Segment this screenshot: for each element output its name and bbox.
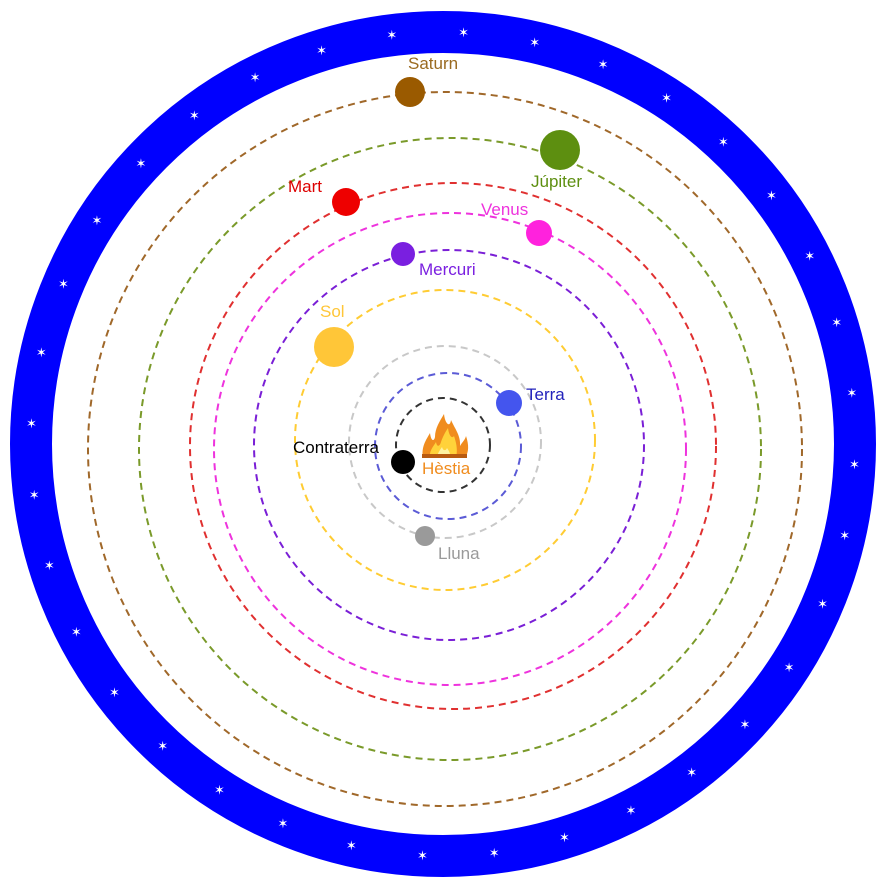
jupiter-label: Júpiter [531,172,582,191]
mercuri-body [391,242,415,266]
star-icon: ✶ [686,766,697,781]
sol-body [314,327,354,367]
orbit-hestia [395,397,491,493]
saturn-body [395,77,425,107]
saturn-label: Saturn [408,54,458,73]
orbit-venus [213,212,687,686]
orbit-lluna [348,345,542,539]
mart-label: Mart [288,177,322,196]
orbit-saturn [87,91,803,807]
star-icon: ✶ [489,846,500,861]
terra-body [496,390,522,416]
fire-icon [422,414,469,458]
star-icon: ✶ [214,784,225,799]
central-fire: Hèstia [422,414,471,478]
star-icon: ✶ [316,44,327,59]
star-icon: ✶ [784,661,795,676]
star-icon: ✶ [846,386,857,401]
contraterra-label: Contraterra [293,438,380,457]
star-icon: ✶ [740,718,751,733]
star-icon: ✶ [817,598,828,613]
mart-body [332,188,360,216]
orbit-contraterra [374,372,522,520]
star-icon: ✶ [109,686,120,701]
star-icon: ✶ [136,157,147,172]
star-icon: ✶ [71,625,82,640]
contraterra-body [391,450,415,474]
orbit-mercuri [253,249,645,641]
venus-label: Venus [481,200,528,219]
star-icon: ✶ [250,71,261,86]
fixed-stars: ✶ ✶ ✶ ✶ ✶ ✶ ✶ ✶ ✶ ✶ ✶ ✶ ✶ ✶ ✶ ✶ ✶ ✶ ✶ ✶ ✶ ✶ ✶ ✶ ✶ ✶ ✶ ✶ ✶ ✶ ✶ ✶ ✶ ✶ ✶ ✶ [26,26,860,864]
star-icon: ✶ [36,346,47,361]
star-icon: ✶ [29,489,40,504]
venus-body [526,220,552,246]
star-icon: ✶ [386,29,397,44]
fixed-stars-ring [10,11,876,877]
star-icon: ✶ [804,250,815,265]
star-icon: ✶ [346,839,357,854]
star-icon: ✶ [849,458,860,473]
star-icon: ✶ [26,417,37,432]
star-icon: ✶ [189,109,200,124]
star-icon: ✶ [831,316,842,331]
sol-label: Sol [320,302,345,321]
star-icon: ✶ [625,804,636,819]
star-icon: ✶ [529,36,540,51]
star-icon: ✶ [559,831,570,846]
star-icon: ✶ [277,817,288,832]
jupiter-body [540,130,580,170]
star-icon: ✶ [417,849,428,864]
star-icon: ✶ [58,277,69,292]
star-icon: ✶ [458,26,469,41]
star-icon: ✶ [44,559,55,574]
lluna-body [415,526,435,546]
orbit-jupiter [138,137,762,761]
orbit-mart [189,182,717,710]
star-icon: ✶ [766,189,777,204]
star-icon: ✶ [598,58,609,73]
star-icon: ✶ [661,91,672,106]
orbit-sol [294,289,596,591]
star-icon: ✶ [839,529,850,544]
hestia-label: Hèstia [422,459,471,478]
star-icon: ✶ [91,214,102,229]
star-icon: ✶ [718,136,729,151]
star-icon: ✶ [157,740,168,755]
terra-label: Terra [526,385,565,404]
mercuri-label: Mercuri [419,260,476,279]
lluna-label: Lluna [438,544,480,563]
